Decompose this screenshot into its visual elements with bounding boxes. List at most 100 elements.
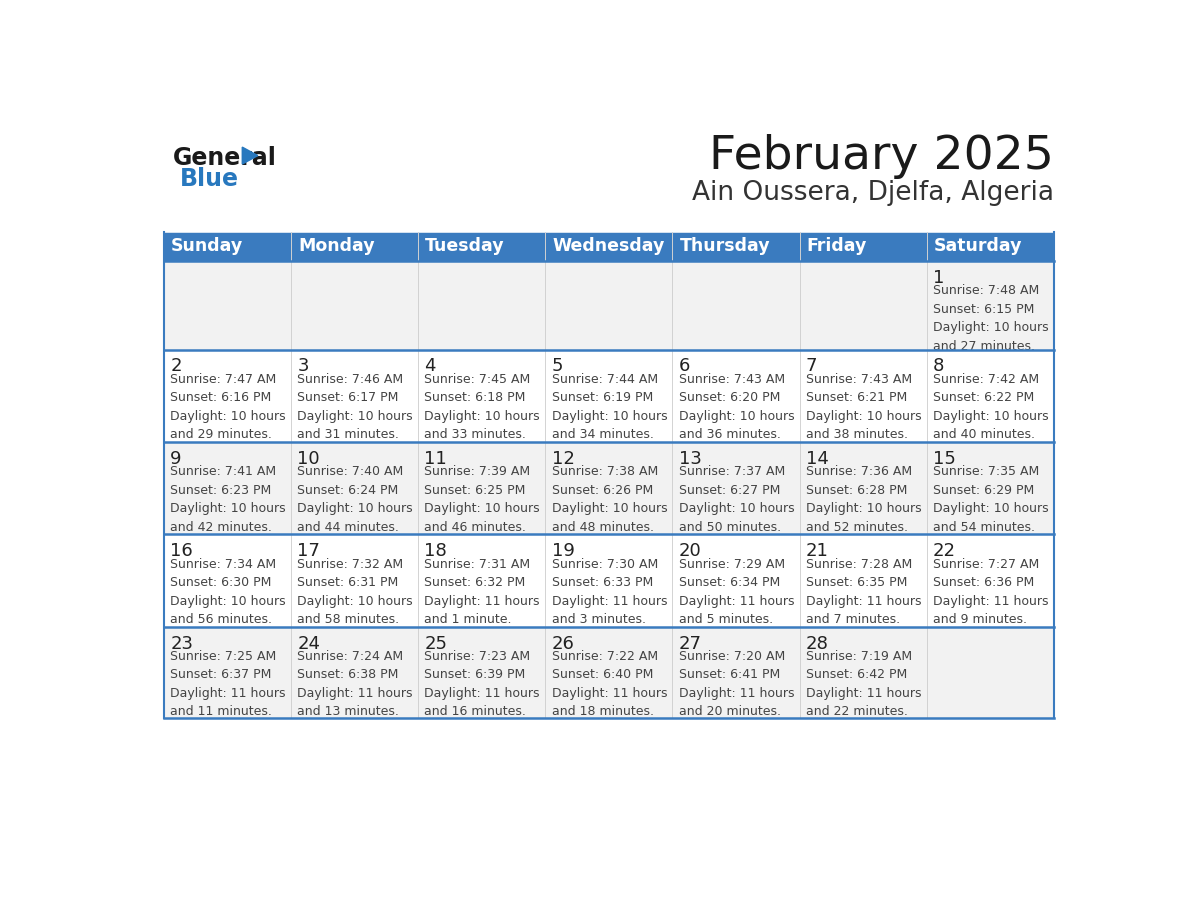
Text: Sunrise: 7:35 AM
Sunset: 6:29 PM
Daylight: 10 hours
and 54 minutes.: Sunrise: 7:35 AM Sunset: 6:29 PM Dayligh… [933,465,1049,533]
Bar [291,350,418,442]
Text: Sunrise: 7:38 AM
Sunset: 6:26 PM
Daylight: 10 hours
and 48 minutes.: Sunrise: 7:38 AM Sunset: 6:26 PM Dayligh… [551,465,668,533]
Text: Sunrise: 7:28 AM
Sunset: 6:35 PM
Daylight: 11 hours
and 7 minutes.: Sunrise: 7:28 AM Sunset: 6:35 PM Dayligh… [805,557,921,626]
Bar [927,442,1054,534]
Bar [545,534,672,627]
Text: 22: 22 [933,543,956,560]
Text: Sunrise: 7:42 AM
Sunset: 6:22 PM
Daylight: 10 hours
and 40 minutes.: Sunrise: 7:42 AM Sunset: 6:22 PM Dayligh… [933,373,1049,442]
Bar [545,261,672,350]
Text: Sunrise: 7:31 AM
Sunset: 6:32 PM
Daylight: 11 hours
and 1 minute.: Sunrise: 7:31 AM Sunset: 6:32 PM Dayligh… [424,557,539,626]
Text: 10: 10 [297,450,320,468]
Bar [927,627,1054,718]
Text: General: General [173,146,277,170]
Text: Sunrise: 7:43 AM
Sunset: 6:21 PM
Daylight: 10 hours
and 38 minutes.: Sunrise: 7:43 AM Sunset: 6:21 PM Dayligh… [805,373,922,442]
Text: 20: 20 [678,543,701,560]
Bar [672,261,800,350]
Text: Monday: Monday [298,238,374,255]
Text: Tuesday: Tuesday [425,238,505,255]
Bar [927,261,1054,350]
Bar [164,442,291,534]
Text: 2: 2 [170,357,182,375]
Bar [672,534,800,627]
Text: Sunrise: 7:36 AM
Sunset: 6:28 PM
Daylight: 10 hours
and 52 minutes.: Sunrise: 7:36 AM Sunset: 6:28 PM Dayligh… [805,465,922,533]
Text: Sunrise: 7:48 AM
Sunset: 6:15 PM
Daylight: 10 hours
and 27 minutes.: Sunrise: 7:48 AM Sunset: 6:15 PM Dayligh… [933,285,1049,353]
Text: Wednesday: Wednesday [552,238,664,255]
Text: Sunrise: 7:27 AM
Sunset: 6:36 PM
Daylight: 11 hours
and 9 minutes.: Sunrise: 7:27 AM Sunset: 6:36 PM Dayligh… [933,557,1048,626]
Bar [927,232,1054,261]
Bar [927,534,1054,627]
Bar [164,350,291,442]
Text: Sunrise: 7:46 AM
Sunset: 6:17 PM
Daylight: 10 hours
and 31 minutes.: Sunrise: 7:46 AM Sunset: 6:17 PM Dayligh… [297,373,413,442]
Text: Blue: Blue [179,167,239,192]
Bar [800,350,927,442]
Bar [672,232,800,261]
Text: Sunrise: 7:43 AM
Sunset: 6:20 PM
Daylight: 10 hours
and 36 minutes.: Sunrise: 7:43 AM Sunset: 6:20 PM Dayligh… [678,373,795,442]
Bar [545,232,672,261]
Bar [418,442,545,534]
Bar [418,534,545,627]
Text: 6: 6 [678,357,690,375]
Bar [418,627,545,718]
Text: Sunday: Sunday [171,238,244,255]
Polygon shape [242,147,258,164]
Bar [800,534,927,627]
Text: 14: 14 [805,450,828,468]
Text: 25: 25 [424,634,448,653]
Bar [672,442,800,534]
Bar [164,534,291,627]
Text: Thursday: Thursday [680,238,770,255]
Bar [418,350,545,442]
Text: 21: 21 [805,543,828,560]
Text: 24: 24 [297,634,321,653]
Text: Sunrise: 7:23 AM
Sunset: 6:39 PM
Daylight: 11 hours
and 16 minutes.: Sunrise: 7:23 AM Sunset: 6:39 PM Dayligh… [424,650,539,719]
Text: 4: 4 [424,357,436,375]
Text: 28: 28 [805,634,828,653]
Bar [418,232,545,261]
Bar [800,442,927,534]
Bar [927,350,1054,442]
Bar [545,442,672,534]
Text: Sunrise: 7:47 AM
Sunset: 6:16 PM
Daylight: 10 hours
and 29 minutes.: Sunrise: 7:47 AM Sunset: 6:16 PM Dayligh… [170,373,286,442]
Bar [800,627,927,718]
Bar [164,627,291,718]
Text: Sunrise: 7:32 AM
Sunset: 6:31 PM
Daylight: 10 hours
and 58 minutes.: Sunrise: 7:32 AM Sunset: 6:31 PM Dayligh… [297,557,413,626]
Text: 9: 9 [170,450,182,468]
Text: 19: 19 [551,543,574,560]
Text: Sunrise: 7:29 AM
Sunset: 6:34 PM
Daylight: 11 hours
and 5 minutes.: Sunrise: 7:29 AM Sunset: 6:34 PM Dayligh… [678,557,794,626]
Text: Sunrise: 7:30 AM
Sunset: 6:33 PM
Daylight: 11 hours
and 3 minutes.: Sunrise: 7:30 AM Sunset: 6:33 PM Dayligh… [551,557,666,626]
Bar [418,261,545,350]
Text: Sunrise: 7:20 AM
Sunset: 6:41 PM
Daylight: 11 hours
and 20 minutes.: Sunrise: 7:20 AM Sunset: 6:41 PM Dayligh… [678,650,794,719]
Bar [164,232,291,261]
Bar [545,627,672,718]
Text: Sunrise: 7:37 AM
Sunset: 6:27 PM
Daylight: 10 hours
and 50 minutes.: Sunrise: 7:37 AM Sunset: 6:27 PM Dayligh… [678,465,795,533]
Text: Sunrise: 7:39 AM
Sunset: 6:25 PM
Daylight: 10 hours
and 46 minutes.: Sunrise: 7:39 AM Sunset: 6:25 PM Dayligh… [424,465,541,533]
Bar [291,627,418,718]
Text: 27: 27 [678,634,702,653]
Bar [672,627,800,718]
Text: 17: 17 [297,543,321,560]
Bar [672,350,800,442]
Text: Sunrise: 7:19 AM
Sunset: 6:42 PM
Daylight: 11 hours
and 22 minutes.: Sunrise: 7:19 AM Sunset: 6:42 PM Dayligh… [805,650,921,719]
Bar [164,261,291,350]
Text: 13: 13 [678,450,701,468]
Text: Sunrise: 7:40 AM
Sunset: 6:24 PM
Daylight: 10 hours
and 44 minutes.: Sunrise: 7:40 AM Sunset: 6:24 PM Dayligh… [297,465,413,533]
Text: Sunrise: 7:41 AM
Sunset: 6:23 PM
Daylight: 10 hours
and 42 minutes.: Sunrise: 7:41 AM Sunset: 6:23 PM Dayligh… [170,465,286,533]
Text: Sunrise: 7:34 AM
Sunset: 6:30 PM
Daylight: 10 hours
and 56 minutes.: Sunrise: 7:34 AM Sunset: 6:30 PM Dayligh… [170,557,286,626]
Text: 23: 23 [170,634,194,653]
Text: 16: 16 [170,543,192,560]
Text: Sunrise: 7:22 AM
Sunset: 6:40 PM
Daylight: 11 hours
and 18 minutes.: Sunrise: 7:22 AM Sunset: 6:40 PM Dayligh… [551,650,666,719]
Text: 1: 1 [933,269,944,286]
Bar [291,232,418,261]
Text: 7: 7 [805,357,817,375]
Text: 3: 3 [297,357,309,375]
Text: 26: 26 [551,634,574,653]
Text: 15: 15 [933,450,955,468]
Bar [291,534,418,627]
Text: 18: 18 [424,543,447,560]
Bar [291,261,418,350]
Text: 5: 5 [551,357,563,375]
Bar [800,261,927,350]
Text: Sunrise: 7:44 AM
Sunset: 6:19 PM
Daylight: 10 hours
and 34 minutes.: Sunrise: 7:44 AM Sunset: 6:19 PM Dayligh… [551,373,668,442]
Text: Sunrise: 7:25 AM
Sunset: 6:37 PM
Daylight: 11 hours
and 11 minutes.: Sunrise: 7:25 AM Sunset: 6:37 PM Dayligh… [170,650,285,719]
Text: 8: 8 [933,357,944,375]
Text: Sunrise: 7:24 AM
Sunset: 6:38 PM
Daylight: 11 hours
and 13 minutes.: Sunrise: 7:24 AM Sunset: 6:38 PM Dayligh… [297,650,412,719]
